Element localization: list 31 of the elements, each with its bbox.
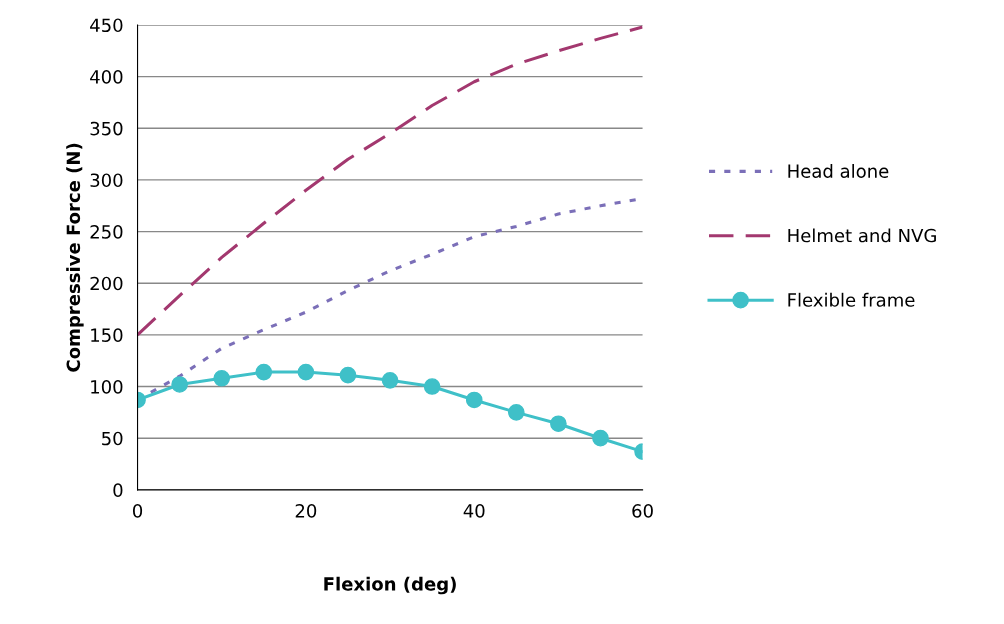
y-tick-label: 100 (91, 379, 123, 394)
point (297, 363, 315, 381)
x-tick-label: 20 (295, 504, 317, 518)
point (339, 366, 357, 384)
point (550, 415, 567, 433)
point (465, 391, 483, 409)
y-tick-label: 400 (90, 70, 123, 84)
point (213, 369, 231, 387)
line-series (137, 25, 643, 337)
y-tick-label: 0 (113, 483, 123, 497)
point (171, 376, 188, 393)
point (507, 404, 525, 421)
y-tick-label: 200 (90, 276, 123, 291)
x-tick-label: 40 (463, 504, 485, 518)
x-axis-title: Flexion (deg) (324, 576, 456, 595)
legend-label: Head alone (788, 163, 889, 178)
legend-label: Helmet and NVG (788, 228, 936, 243)
x-tick-label: 60 (632, 504, 653, 518)
point (381, 372, 399, 389)
point (423, 378, 441, 395)
y-tick-label: 350 (90, 121, 123, 136)
y-tick-label: 50 (102, 431, 123, 446)
y-tick-label: 450 (90, 18, 123, 33)
y-axis-title: Compressive Force (N) (66, 143, 84, 372)
y-tick-label: 250 (90, 225, 123, 239)
x-tick-label: 0 (132, 504, 143, 518)
y-tick-label: 300 (90, 173, 123, 188)
point (255, 363, 273, 381)
y-tick-label: 150 (91, 328, 123, 342)
point (592, 429, 609, 447)
legend-label: Flexible frame (788, 292, 915, 307)
